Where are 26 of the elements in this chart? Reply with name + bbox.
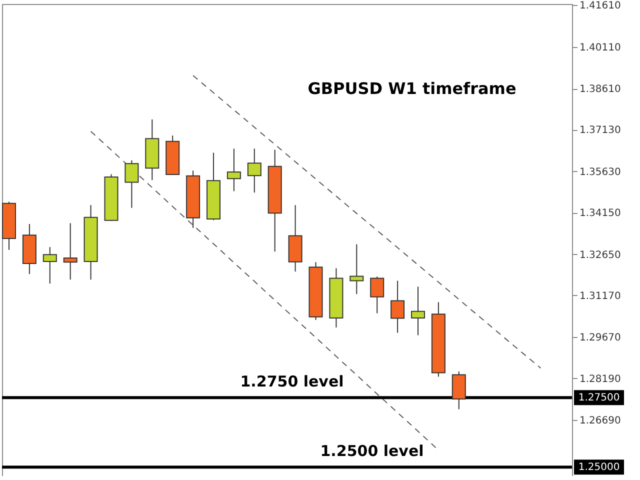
y-tick-label: 1.35630 — [580, 166, 621, 178]
line-series — [192, 74, 542, 369]
y-tick-label: 1.34150 — [580, 208, 621, 220]
ref-line-label: 1.25000 — [578, 462, 620, 474]
candlestick — [370, 276, 384, 314]
y-tick-label: 1.26690 — [580, 416, 621, 427]
y-tick-label: 1.38610 — [580, 84, 621, 96]
y-tick-label: 1.32650 — [580, 250, 621, 261]
y-tick-label: 1.29670 — [580, 332, 621, 344]
y-tick-label: 1.40110 — [580, 42, 621, 54]
y-tick-label: 1.37130 — [580, 125, 621, 136]
y-tick-label: 1.41610 — [580, 0, 621, 12]
y-tick-label: 1.28190 — [580, 374, 621, 385]
ref-line-label: 1.27500 — [578, 392, 620, 404]
candlestick — [124, 160, 139, 208]
candlestick — [63, 222, 78, 280]
candlestick — [226, 148, 241, 192]
annotation: 1.2500 level — [320, 442, 424, 460]
candlestick — [247, 148, 262, 194]
candlestick — [411, 286, 425, 336]
candlestick — [390, 280, 405, 334]
candlestick — [42, 246, 57, 284]
text: GBPUSD W1 timeframe — [308, 79, 516, 98]
candlestick — [350, 244, 364, 295]
annotation: 1.2750 level — [240, 372, 344, 391]
y-tick-label: 1.31170 — [580, 290, 621, 302]
